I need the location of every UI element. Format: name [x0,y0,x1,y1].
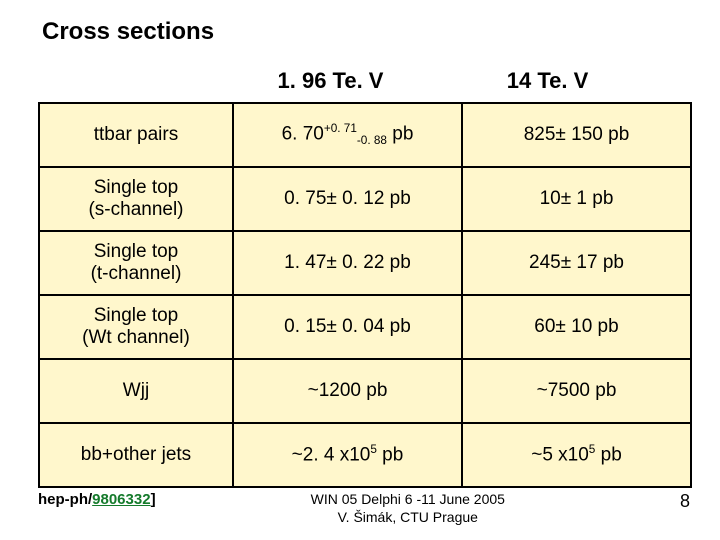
ref-prefix: hep-ph/ [38,491,92,508]
row-value-2: ~7500 pb [462,359,691,423]
row-value-1: 0. 15± 0. 04 pb [233,295,462,359]
table-body: ttbar pairs 6. 70+0. 71-0. 88 pb 825± 15… [39,103,691,487]
footer: hep-ph/9806332] WIN 05 Delphi 6 -11 June… [38,491,690,526]
header-spacer [38,68,222,94]
row-label: bb+other jets [39,423,233,487]
conf-line-2: V. Šimák, CTU Prague [338,509,478,525]
row-label: Single top(Wt channel) [39,295,233,359]
table-row: Single top(Wt channel) 0. 15± 0. 04 pb 6… [39,295,691,359]
slide: Cross sections 1. 96 Te. V 14 Te. V ttba… [0,0,720,540]
ref-link[interactable]: 9806332 [92,491,150,508]
slide-title: Cross sections [42,18,690,46]
page-number: 8 [660,491,690,512]
row-label: Single top(s-channel) [39,167,233,231]
row-label: Wjj [39,359,233,423]
header-col-1: 1. 96 Te. V [222,68,439,94]
header-col-2: 14 Te. V [439,68,656,94]
row-value-1: ~1200 pb [233,359,462,423]
table-row: Single top(s-channel) 0. 75± 0. 12 pb 10… [39,167,691,231]
row-value-1: 0. 75± 0. 12 pb [233,167,462,231]
row-value-2: 10± 1 pb [462,167,691,231]
column-headers: 1. 96 Te. V 14 Te. V [38,68,690,94]
conf-line-1: WIN 05 Delphi 6 -11 June 2005 [311,491,505,507]
reference: hep-ph/9806332] [38,491,156,508]
cross-section-table: ttbar pairs 6. 70+0. 71-0. 88 pb 825± 15… [38,102,692,488]
row-value-2: 825± 150 pb [462,103,691,167]
row-value-1: ~2. 4 x105 pb [233,423,462,487]
row-label: ttbar pairs [39,103,233,167]
conference-info: WIN 05 Delphi 6 -11 June 2005 V. Šimák, … [156,491,660,526]
row-value-2: 245± 17 pb [462,231,691,295]
table-row: Wjj ~1200 pb ~7500 pb [39,359,691,423]
table-row: bb+other jets ~2. 4 x105 pb ~5 x105 pb [39,423,691,487]
row-value-1: 1. 47± 0. 22 pb [233,231,462,295]
row-value-2: ~5 x105 pb [462,423,691,487]
table-row: Single top(t-channel) 1. 47± 0. 22 pb 24… [39,231,691,295]
row-value-2: 60± 10 pb [462,295,691,359]
row-label: Single top(t-channel) [39,231,233,295]
row-value-1: 6. 70+0. 71-0. 88 pb [233,103,462,167]
table-row: ttbar pairs 6. 70+0. 71-0. 88 pb 825± 15… [39,103,691,167]
